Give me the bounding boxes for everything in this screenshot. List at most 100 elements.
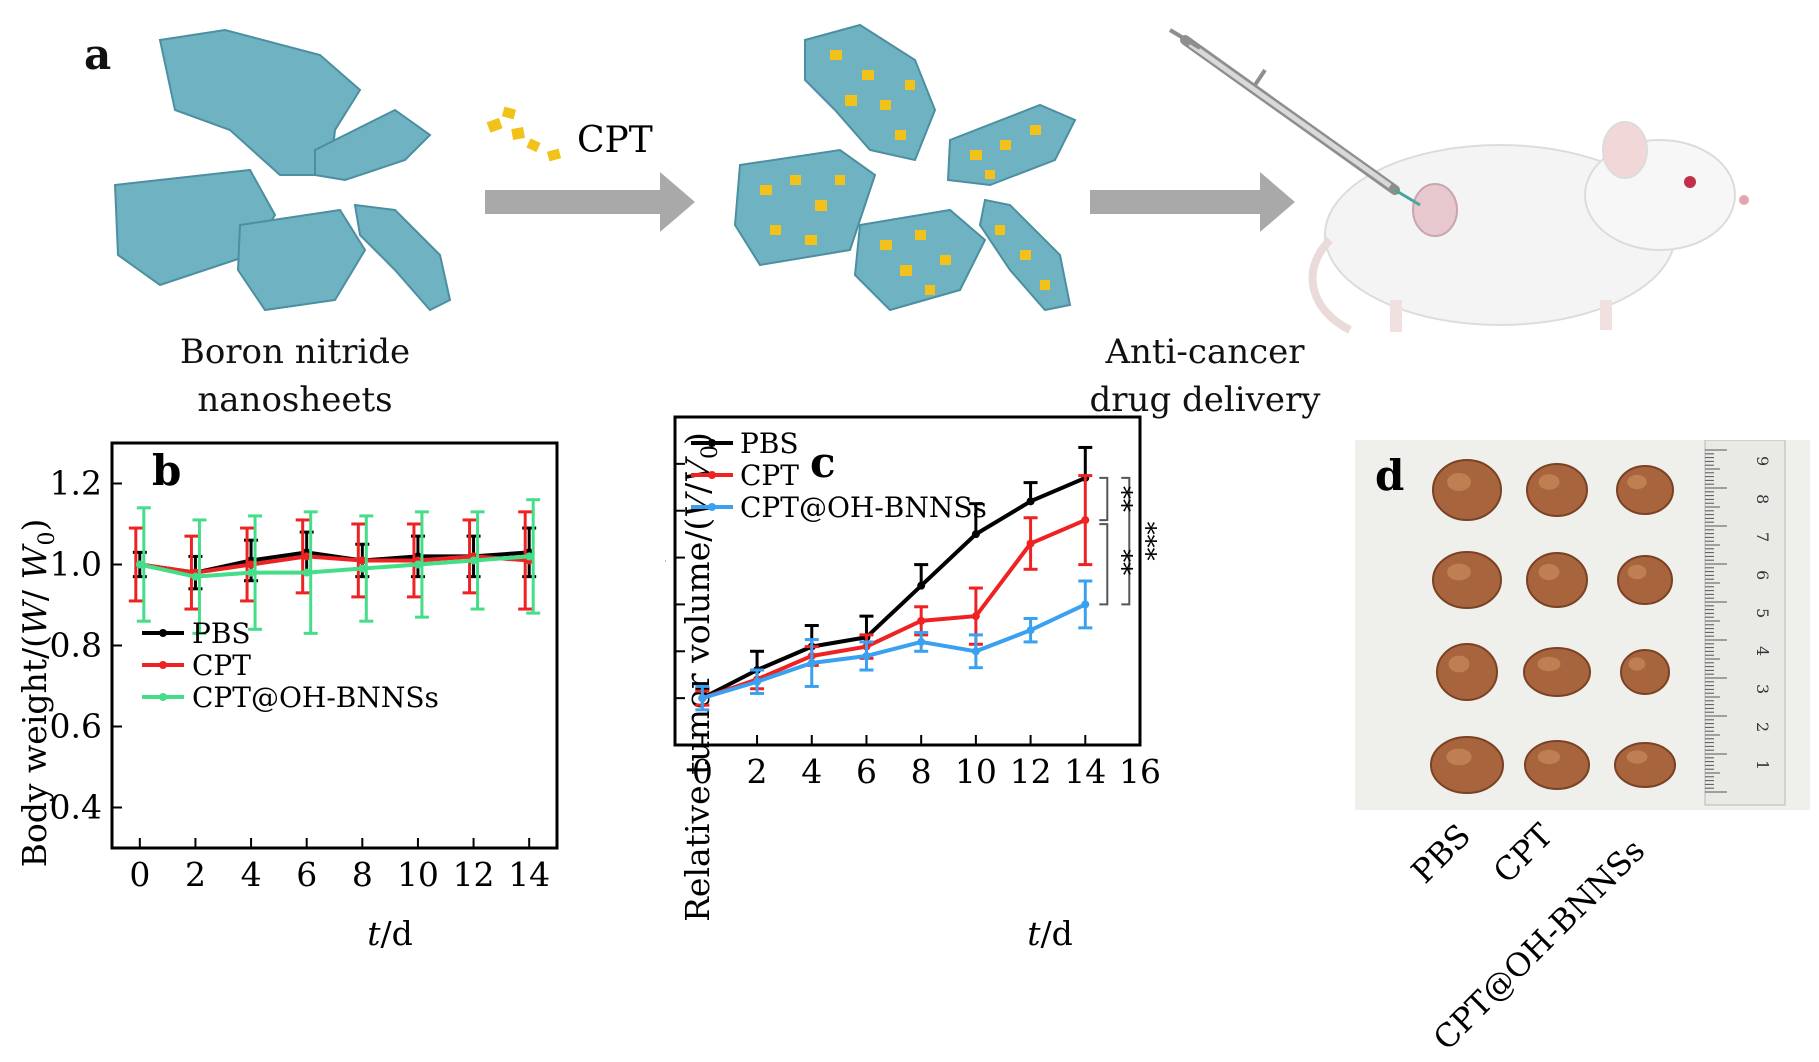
bn-sheet	[236, 208, 367, 312]
legend-label: PBS	[740, 427, 799, 460]
plot-frame	[110, 441, 559, 850]
chart-tumor-volume: Relative tumor volume/(V/V0) t/d 0246810…	[665, 415, 1161, 953]
y-tick-label: 0.4	[50, 788, 102, 827]
caption-drug-delivery: Anti-cancer drug delivery	[1040, 328, 1370, 424]
y-tick-label: 2	[665, 631, 667, 670]
tumor-highlight	[1627, 474, 1647, 490]
caption-line: drug delivery	[1089, 380, 1321, 420]
data-point	[971, 612, 980, 621]
y-tick-label: 3	[665, 584, 667, 623]
chart-b-xlabel: t/d	[367, 914, 413, 953]
x-tick-label: 14	[1064, 752, 1106, 791]
bn-nanosheets-illustration	[113, 28, 452, 312]
chart-body-weight: Body weight/(W/ W0) t/d 0 2 4 6 8 10 12 14 0.4 0.…	[15, 441, 559, 953]
legend-marker	[159, 661, 167, 669]
significance-bracket	[1099, 523, 1109, 606]
data-point	[917, 581, 926, 590]
tumor-highlight	[1538, 563, 1560, 581]
data-point	[302, 552, 311, 561]
data-point	[525, 552, 534, 561]
y-tick-label: 0.8	[50, 626, 102, 665]
data-point	[917, 637, 926, 646]
legend-marker	[708, 439, 716, 447]
legend-label: CPT@OH-BNNSs	[740, 491, 987, 524]
tumor	[1616, 465, 1674, 515]
panel-d-letter: d	[1375, 451, 1404, 500]
series-line	[701, 518, 1087, 701]
tumor-highlight	[1448, 655, 1470, 673]
chart-c-ylabel: Relative tumor volume/(V/V0)	[678, 432, 723, 922]
chart-b-panel-letter: b	[152, 446, 181, 495]
caption-line: Anti-cancer	[1105, 332, 1305, 372]
group-label-cpt-bnns: CPT@OH-BNNSs	[1426, 831, 1652, 1057]
tumor-highlight	[1537, 749, 1561, 765]
data-point	[358, 556, 367, 565]
y-tick-label: 1	[665, 678, 667, 717]
data-point	[971, 647, 980, 656]
data-point	[753, 677, 762, 686]
tumor-highlight	[1446, 748, 1472, 766]
significance-bracket	[1099, 476, 1109, 522]
y-tick-label: 6	[665, 444, 667, 483]
cpt-label: CPT	[577, 120, 653, 161]
tumor	[1614, 742, 1676, 788]
tumor-highlight	[1538, 474, 1560, 490]
x-tick-label: 12	[453, 855, 495, 894]
ruler-number: 6	[1753, 570, 1772, 580]
mouse-injection-illustration	[1168, 28, 1749, 334]
x-tick-label: 0	[129, 855, 150, 894]
data-point	[302, 568, 311, 577]
drug-loaded-sheets-illustration	[733, 23, 1077, 312]
series-line	[139, 554, 530, 579]
tumor	[1617, 555, 1673, 605]
data-point	[1081, 516, 1090, 525]
y-tick-label: 0	[665, 725, 667, 764]
chart-b-ylabel: Body weight/(W/ W0)	[15, 519, 60, 868]
legend-label: PBS	[192, 617, 251, 650]
legend-marker	[159, 693, 167, 701]
tumor	[1526, 463, 1588, 517]
data-point	[698, 694, 707, 703]
bn-sheet	[353, 203, 452, 312]
x-tick-label: 2	[747, 752, 768, 791]
chart-c-xlabel: t/d	[1027, 914, 1073, 953]
legend-label: CPT	[740, 459, 799, 492]
data-point	[1026, 539, 1035, 548]
data-point	[247, 560, 256, 569]
ruler-number: 8	[1753, 494, 1772, 504]
data-point	[358, 564, 367, 573]
data-point	[971, 530, 980, 539]
series-line	[701, 602, 1087, 701]
ruler-number: 1	[1753, 760, 1772, 770]
legend-label: CPT	[192, 649, 251, 682]
y-tick-label: 1.2	[50, 464, 102, 503]
plot-frame	[673, 415, 1142, 747]
x-tick-label: 6	[296, 855, 317, 894]
tumor-highlight	[1537, 656, 1561, 672]
ruler-number: 3	[1753, 684, 1772, 694]
tumor	[1436, 643, 1498, 701]
x-tick-label: 8	[352, 855, 373, 894]
x-tick-label: 12	[1010, 752, 1052, 791]
data-point	[1081, 600, 1090, 609]
panel-a-letter: a	[84, 30, 112, 79]
tumor	[1430, 736, 1504, 794]
tumor-highlight	[1447, 563, 1471, 581]
y-tick-label: 7	[665, 415, 667, 436]
data-point	[917, 616, 926, 625]
significance-bracket	[1121, 476, 1131, 606]
data-point	[807, 659, 816, 667]
tumor-highlight	[1628, 657, 1646, 671]
caption-line: nanosheets	[197, 380, 393, 420]
x-tick-label: 14	[508, 855, 550, 894]
data-point	[413, 560, 422, 569]
x-tick-label: 6	[856, 752, 877, 791]
data-point	[135, 560, 144, 569]
x-tick-label: 4	[241, 855, 262, 894]
ruler-number: 5	[1753, 608, 1772, 618]
data-point	[191, 572, 200, 581]
significance-label: ***	[1130, 522, 1160, 561]
cpt-drug-particles	[486, 106, 562, 162]
series-line	[701, 476, 1087, 700]
tumor	[1432, 459, 1502, 521]
